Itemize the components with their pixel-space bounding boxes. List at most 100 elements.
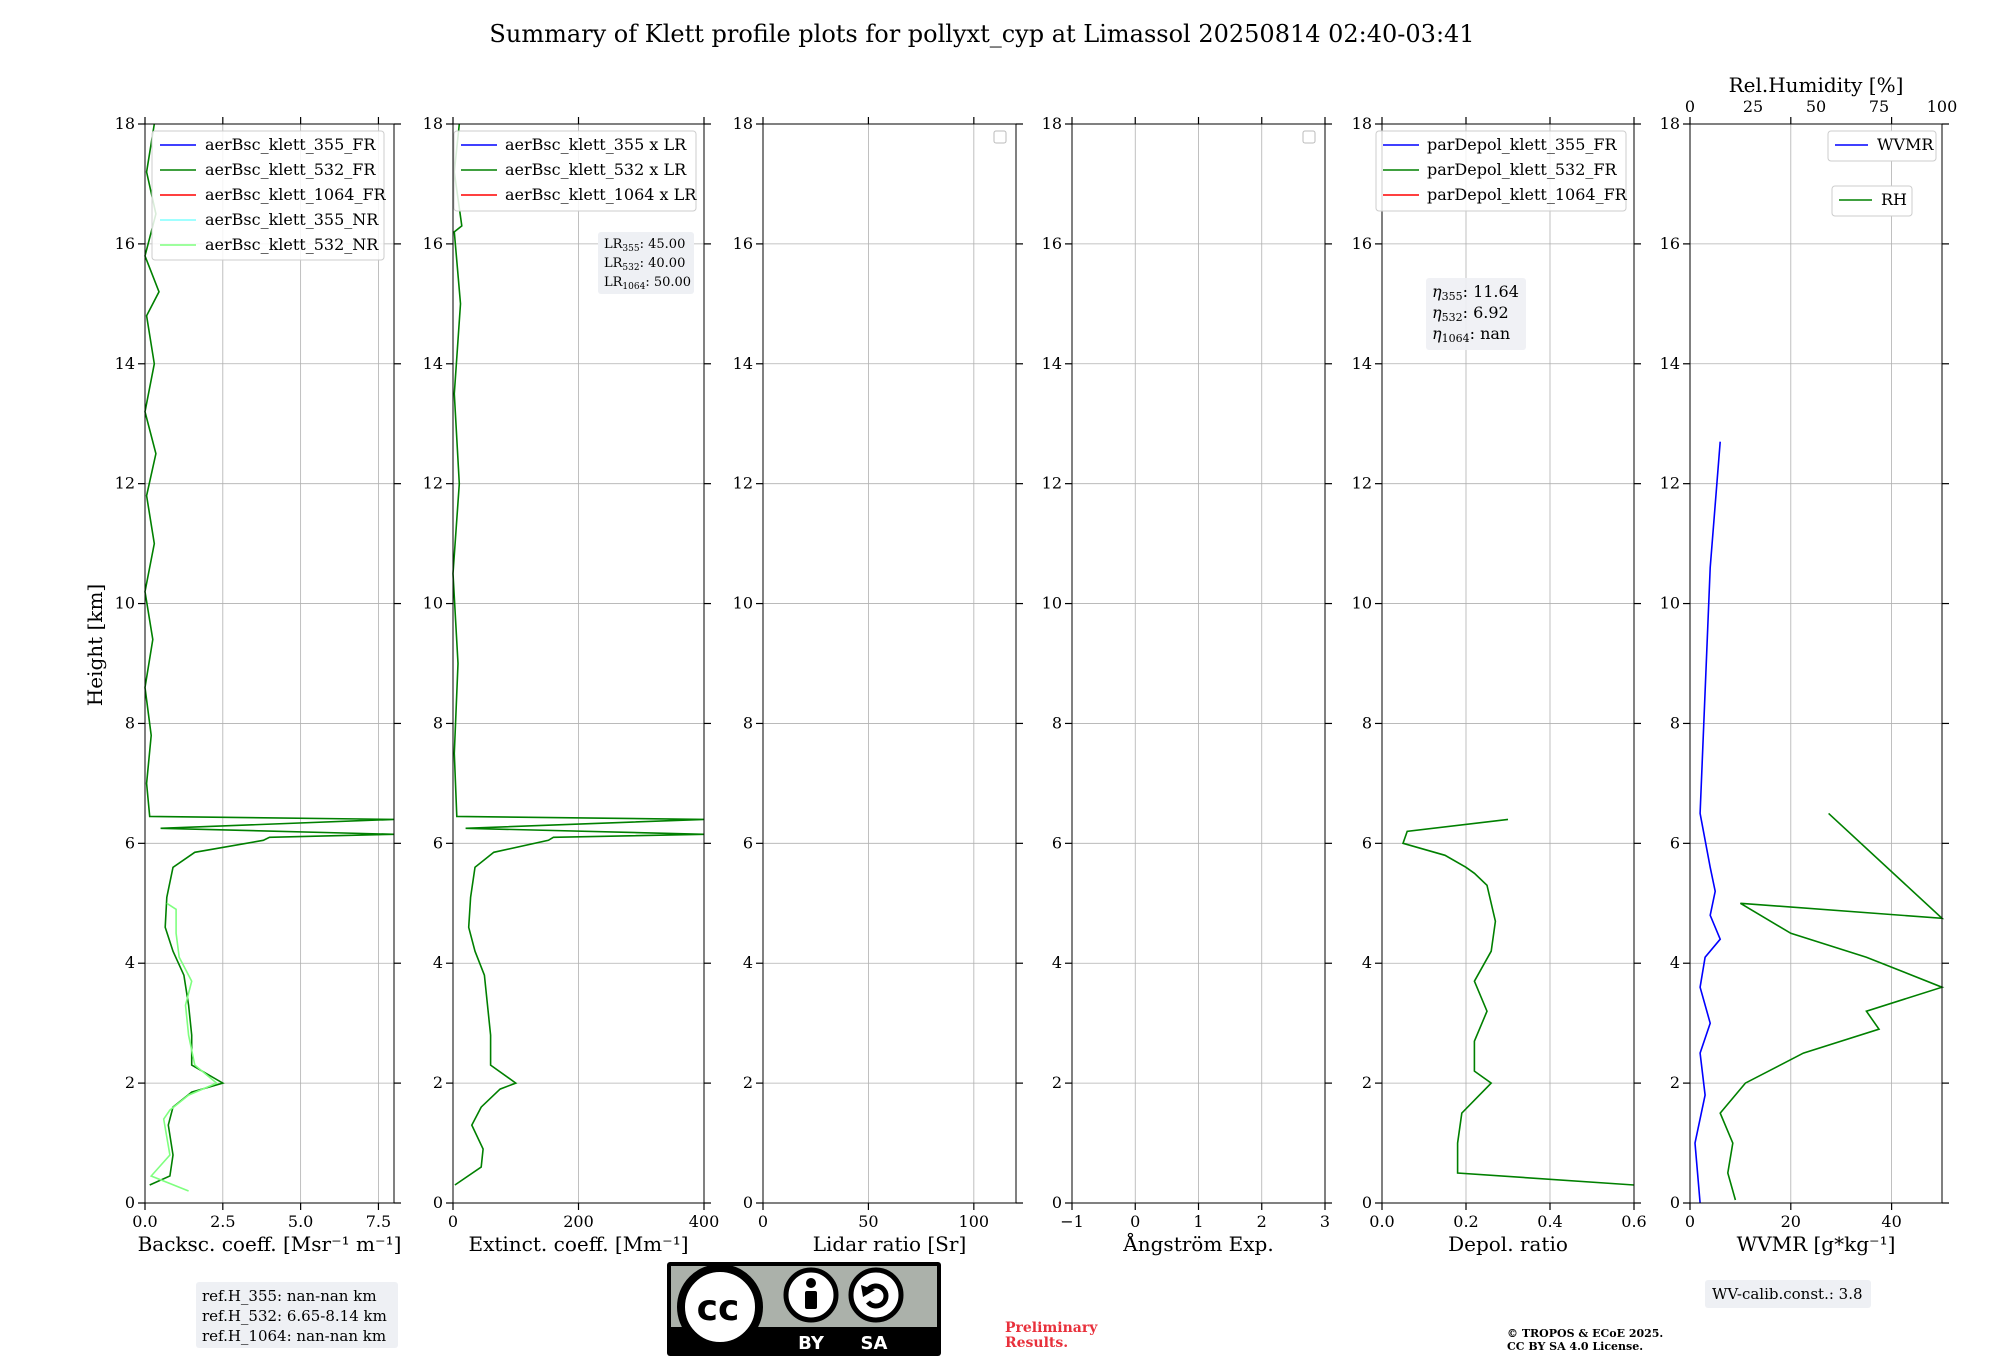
x-tick-label: 50 xyxy=(858,1212,878,1231)
x-tick-label: 0 xyxy=(448,1212,458,1231)
ref-height-355: ref.H_355: nan-nan km xyxy=(202,1287,377,1305)
eta-notes-bg xyxy=(1426,278,1526,350)
x-tick-label: 100 xyxy=(959,1212,990,1231)
ref-height-box: ref.H_355: nan-nan km ref.H_532: 6.65-8.… xyxy=(196,1282,398,1348)
x-tick-label: 0 xyxy=(1685,1212,1695,1231)
bsc-frame xyxy=(144,123,395,1204)
eta-1064-note: η1064: nan xyxy=(1432,324,1510,345)
bsc-x-axis-label: Backsc. coeff. [Msr⁻¹ m⁻¹] xyxy=(138,1232,402,1256)
series-aerbsc-klett-532-nr xyxy=(149,902,219,1192)
bsc-legend-box xyxy=(151,130,385,261)
bsc-legend-355-nr: aerBsc_klett_355_NR xyxy=(205,210,379,229)
ae-empty-legend xyxy=(1302,130,1316,144)
wv-legend-wvmr-box xyxy=(1827,130,1937,162)
dep-x-ticks: 0.0 0.2 0.4 0.6 xyxy=(1369,117,1647,1231)
wv-y-ticks: 0 2 4 6 8 10 12 14 16 18 xyxy=(1660,114,1949,1212)
y-tick-label: 6 xyxy=(1052,833,1062,852)
ext-series xyxy=(452,123,705,1186)
y-tick-label: 0 xyxy=(433,1193,443,1212)
preliminary-line-1: Preliminary xyxy=(1005,1320,1098,1336)
y-tick-label: 18 xyxy=(423,114,443,133)
wv-gridlines xyxy=(1689,123,1942,1204)
x-tick-label: 0.2 xyxy=(1453,1212,1478,1231)
sa-share-arrow xyxy=(866,1283,889,1309)
series-rh xyxy=(1719,812,1945,1201)
y-tick-label: 10 xyxy=(115,594,135,613)
y-tick-label: 14 xyxy=(1352,354,1372,373)
wv-calib-note-bg xyxy=(1705,1280,1871,1308)
y-tick-label: 10 xyxy=(1660,594,1680,613)
wv-legend-rh-box xyxy=(1831,185,1913,217)
cc-logo-text: cc xyxy=(697,1288,740,1329)
ae-x-axis-label: Ångström Exp. xyxy=(1122,1231,1273,1256)
rh-top-tick-label: 50 xyxy=(1806,97,1826,116)
bsc-legend-355-fr: aerBsc_klett_355_FR xyxy=(205,135,376,154)
y-tick-label: 18 xyxy=(1042,114,1062,133)
ext-legend-532: aerBsc_klett_532 x LR xyxy=(505,160,687,179)
y-tick-label: 2 xyxy=(743,1073,753,1092)
lr-532-note: LR532: 40.00 xyxy=(604,256,685,273)
x-tick-label: 0.0 xyxy=(1369,1212,1394,1231)
x-tick-label: 7.5 xyxy=(366,1212,391,1231)
y-tick-label: 8 xyxy=(1362,713,1372,732)
preliminary-line-2: Results. xyxy=(1005,1335,1068,1351)
y-tick-label: 0 xyxy=(1052,1193,1062,1212)
y-tick-label: 18 xyxy=(115,114,135,133)
lidar-ratio-notes-bg xyxy=(598,232,694,294)
x-tick-label: 5.0 xyxy=(288,1212,313,1231)
wv-legend: WVMR RH xyxy=(1827,130,1937,217)
y-tick-label: 0 xyxy=(743,1193,753,1212)
y-tick-label: 2 xyxy=(1362,1073,1372,1092)
eta-532-note: η532: 6.92 xyxy=(1432,303,1509,324)
cc-logo-icon xyxy=(677,1264,763,1350)
bsc-series xyxy=(144,123,395,1192)
wv-calib-text: WV-calib.const.: 3.8 xyxy=(1712,1285,1863,1303)
dep-legend-355: parDepol_klett_355_FR xyxy=(1427,135,1618,154)
eta-notes: η355: 11.64 η532: 6.92 η1064: nan xyxy=(1426,278,1526,350)
x-tick-label: 2.5 xyxy=(210,1212,235,1231)
y-tick-label: 16 xyxy=(1042,234,1062,253)
ae-x-ticks: −1 0 1 2 3 xyxy=(1060,117,1330,1231)
y-tick-label: 6 xyxy=(125,833,135,852)
panel-extinction: 0 2 4 6 8 10 12 14 16 18 0 200 400 Extinct. coeff. … xyxy=(423,114,720,1256)
y-tick-label: 4 xyxy=(1052,953,1062,972)
y-tick-label: 16 xyxy=(115,234,135,253)
y-tick-label: 10 xyxy=(1042,594,1062,613)
lr-x-axis-label: Lidar ratio [Sr] xyxy=(813,1232,967,1256)
y-tick-label: 16 xyxy=(423,234,443,253)
lr-empty-legend xyxy=(993,130,1007,144)
lr-gridlines xyxy=(762,123,1016,1204)
dep-y-ticks: 0 2 4 6 8 10 12 14 16 18 xyxy=(1352,114,1641,1212)
y-tick-label: 8 xyxy=(433,713,443,732)
y-tick-label: 12 xyxy=(1352,474,1372,493)
bsc-legend-1064-fr: aerBsc_klett_1064_FR xyxy=(205,185,387,204)
ae-y-ticks: 0 2 4 6 8 10 12 14 16 18 xyxy=(1042,114,1332,1212)
dep-legend: parDepol_klett_355_FR parDepol_klett_532… xyxy=(1375,130,1628,212)
ae-gridlines xyxy=(1071,123,1326,1204)
y-tick-label: 10 xyxy=(733,594,753,613)
rh-top-tick-label: 0 xyxy=(1685,97,1695,116)
dep-legend-box xyxy=(1375,130,1627,212)
y-tick-label: 12 xyxy=(115,474,135,493)
x-tick-label: −1 xyxy=(1060,1212,1084,1231)
rh-top-tick-label: 75 xyxy=(1869,97,1889,116)
x-tick-label: 0 xyxy=(758,1212,768,1231)
y-tick-label: 2 xyxy=(1052,1073,1062,1092)
bsc-legend: aerBsc_klett_355_FR aerBsc_klett_532_FR … xyxy=(151,130,387,261)
y-tick-label: 14 xyxy=(733,354,753,373)
y-tick-label: 0 xyxy=(1670,1193,1680,1212)
x-tick-label: 0.4 xyxy=(1537,1212,1562,1231)
x-tick-label: 3 xyxy=(1320,1212,1330,1231)
y-tick-label: 16 xyxy=(1660,234,1680,253)
ref-height-532: ref.H_532: 6.65-8.14 km xyxy=(202,1307,387,1325)
ext-legend: aerBsc_klett_355 x LR aerBsc_klett_532 x… xyxy=(453,130,697,212)
bsc-gridlines xyxy=(144,123,394,1204)
x-tick-label: 0 xyxy=(1130,1212,1140,1231)
y-tick-label: 4 xyxy=(1362,953,1372,972)
ext-legend-1064: aerBsc_klett_1064 x LR xyxy=(505,185,697,204)
rh-top-axis-label: Rel.Humidity [%] xyxy=(1729,73,1904,97)
x-tick-label: 0.6 xyxy=(1621,1212,1646,1231)
y-tick-label: 8 xyxy=(743,713,753,732)
rh-top-tick-label: 100 xyxy=(1927,97,1958,116)
ext-x-ticks: 0 200 400 xyxy=(448,117,719,1231)
